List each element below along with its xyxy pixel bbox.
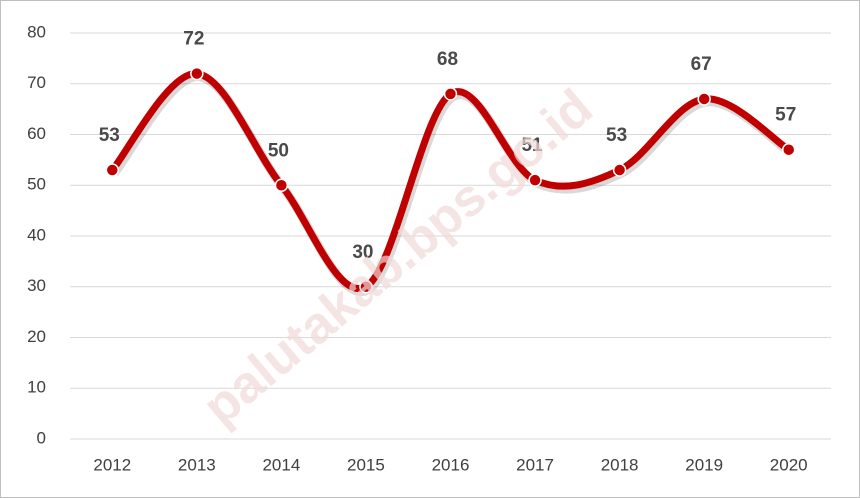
y-tick-label: 0 xyxy=(37,428,46,447)
x-tick-label: 2013 xyxy=(178,455,216,474)
data-label: 30 xyxy=(352,242,373,263)
marker xyxy=(528,173,542,187)
data-label: 67 xyxy=(691,54,712,75)
data-label: 53 xyxy=(99,125,120,146)
data-label: 68 xyxy=(437,49,458,70)
marker xyxy=(612,163,627,177)
marker xyxy=(781,142,796,157)
x-tick-label: 2012 xyxy=(93,455,131,474)
marker xyxy=(190,66,204,81)
data-label: 72 xyxy=(183,29,204,50)
y-tick-label: 70 xyxy=(27,73,46,92)
data-label: 51 xyxy=(521,135,543,156)
marker xyxy=(274,178,289,192)
y-tick-label: 50 xyxy=(27,175,46,194)
y-tick-label: 10 xyxy=(27,378,46,397)
marker xyxy=(105,163,120,177)
marker xyxy=(697,92,711,106)
x-tick-label: 2020 xyxy=(770,455,808,474)
x-tick-label: 2017 xyxy=(516,455,554,474)
y-tick-label: 80 xyxy=(27,22,46,41)
x-tick-label: 2016 xyxy=(432,455,470,474)
y-tick-label: 60 xyxy=(27,124,46,143)
x-tick-label: 2014 xyxy=(262,455,300,474)
data-label: 50 xyxy=(268,140,289,161)
x-tick-label: 2015 xyxy=(347,455,385,474)
y-tick-label: 30 xyxy=(27,276,46,295)
data-label: 53 xyxy=(606,125,627,146)
x-tick-label: 2019 xyxy=(685,455,723,474)
y-tick-label: 20 xyxy=(27,327,46,346)
x-tick-label: 2018 xyxy=(601,455,639,474)
marker xyxy=(443,87,458,101)
line xyxy=(108,70,793,293)
marker xyxy=(359,280,373,294)
data-label: 57 xyxy=(775,105,796,126)
y-tick-label: 40 xyxy=(27,225,46,244)
